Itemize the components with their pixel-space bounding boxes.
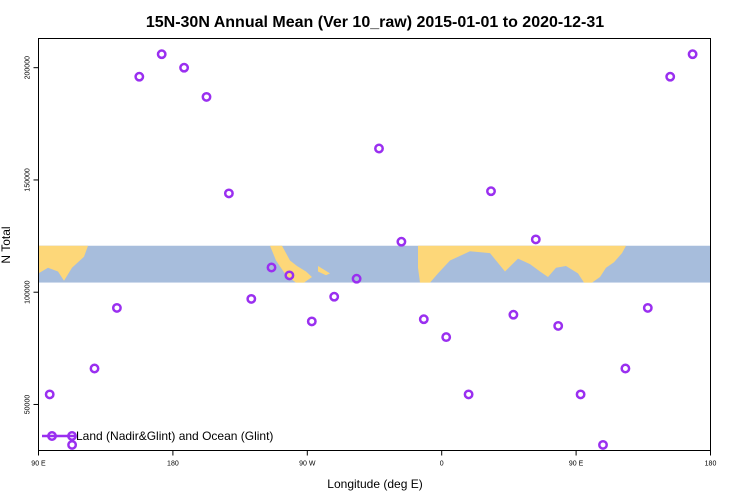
- data-point: [642, 302, 653, 313]
- y-tick-label: 100000: [25, 280, 32, 303]
- legend-label: Land (Nadir&Glint) and Ocean (Glint): [76, 429, 273, 443]
- data-point: [665, 71, 676, 82]
- data-point: [266, 262, 277, 273]
- y-tick-label: 150000: [25, 168, 32, 191]
- legend-marker: [67, 431, 77, 441]
- data-point: [441, 332, 452, 343]
- legend-marker: [47, 431, 57, 441]
- x-axis: 90 E 180 90 W 0 90 E 180: [31, 450, 717, 468]
- chart-title: 15N-30N Annual Mean (Ver 10_raw) 2015-01…: [146, 14, 604, 31]
- data-point: [463, 389, 474, 400]
- plot-frame: [38, 38, 711, 451]
- data-point: [89, 363, 100, 374]
- data-point: [246, 293, 257, 304]
- data-point: [374, 143, 384, 154]
- data-point: [530, 234, 541, 245]
- x-tick-label: 90 W: [299, 461, 316, 468]
- data-point: [179, 62, 190, 73]
- data-point: [223, 188, 234, 199]
- data-point: [67, 439, 78, 450]
- x-tick-label: 90 E: [31, 461, 46, 468]
- land-mass: [418, 245, 626, 283]
- data-point: [553, 320, 564, 331]
- x-tick-label: 180: [167, 461, 179, 468]
- data-point: [284, 270, 295, 281]
- x-tick-label: 90 E: [569, 461, 584, 468]
- data-point: [134, 71, 145, 82]
- data-point: [508, 309, 519, 320]
- y-tick-label: 200000: [25, 56, 32, 79]
- data-point: [156, 49, 167, 60]
- data-point: [306, 316, 317, 327]
- land-mass: [38, 245, 88, 281]
- world-map-band: [38, 245, 711, 283]
- y-tick-label: 50000: [25, 395, 32, 415]
- data-point: [44, 389, 55, 400]
- y-axis: 50000 100000 150000 200000: [25, 56, 39, 414]
- x-tick-label: 0: [440, 461, 444, 468]
- data-point: [687, 49, 698, 60]
- land-mass: [270, 245, 312, 283]
- data-point: [351, 273, 362, 284]
- data-point: [620, 363, 631, 374]
- land-mass: [318, 266, 330, 276]
- data-point: [201, 91, 212, 102]
- data-points: [44, 49, 698, 450]
- data-point: [575, 389, 586, 400]
- data-point: [486, 186, 496, 197]
- x-tick-label: 180: [705, 461, 717, 468]
- data-point: [418, 314, 429, 325]
- legend: Land (Nadir&Glint) and Ocean (Glint): [42, 429, 273, 443]
- data-point: [111, 302, 122, 313]
- y-axis-label: N Total: [0, 226, 13, 263]
- data-point: [598, 439, 608, 450]
- data-point: [396, 236, 407, 247]
- x-axis-label: Longitude (deg E): [327, 477, 422, 491]
- data-point: [329, 291, 340, 302]
